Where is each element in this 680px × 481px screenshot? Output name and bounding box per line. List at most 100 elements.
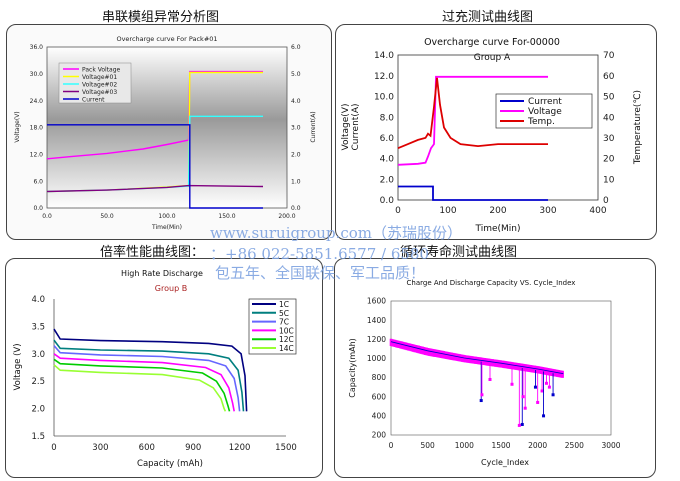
y2-tick-label: 1.0 (291, 178, 301, 185)
chart-title: Overcharge curve For-00000 (424, 37, 560, 48)
capacity-drop-point (488, 377, 492, 381)
y-tick-label: 4.0 (380, 155, 395, 165)
series-line-1c (53, 328, 248, 412)
y-axis-label-line2: Current(A) (351, 104, 361, 151)
y-tick-label: 6.0 (380, 134, 395, 144)
y-axis-label: Capacity(mAh) (348, 338, 357, 398)
legend-label: 14C (279, 344, 294, 353)
x-tick-label: 900 (185, 443, 201, 453)
y-tick-label: 18.0 (30, 125, 44, 132)
capacity-drop-point (540, 389, 544, 393)
series-line-current (47, 124, 263, 209)
y-tick-label: 14.0 (374, 51, 394, 61)
x-tick-label: 0.0 (42, 213, 52, 220)
series-line-14c (53, 364, 227, 412)
legend-label: Temp. (527, 117, 555, 127)
y-tick-label: 1.5 (31, 432, 45, 442)
legend-label: Current (528, 97, 562, 107)
cycle-panel-title: 循环寿命测试曲线图 (400, 245, 518, 260)
x-tick-label: 150.0 (218, 213, 235, 220)
y-tick-label: 400 (372, 411, 387, 420)
y2-tick-label: 4.0 (291, 98, 301, 105)
legend-label: Voltage#02 (82, 82, 117, 89)
y2-tick-label: 0 (603, 196, 609, 206)
x-tick-label: 300 (539, 206, 556, 216)
x-tick-label: 1500 (275, 443, 297, 453)
y-axis-label: Voltage (V) (13, 343, 23, 390)
legend-label: Current (82, 97, 105, 104)
y-tick-label: 30.0 (30, 71, 44, 78)
y-tick-label: 8.0 (380, 113, 395, 123)
series-line-temp- (397, 77, 548, 150)
y-tick-label: 2.0 (31, 405, 45, 415)
cycle-life-panel: Charge And Discharge Capacity VS. Cycle_… (334, 258, 656, 478)
legend-label: 5C (279, 309, 289, 318)
watermark-phone: ：+86 022-5851.6577 / 6580 (210, 245, 430, 263)
capacity-drop-point (547, 385, 551, 389)
y2-tick-label: 50 (603, 93, 615, 103)
y-tick-label: 200 (372, 431, 387, 440)
x-tick-label: 1200 (229, 443, 251, 453)
y2-tick-label: 20 (603, 155, 615, 165)
x-axis-label: Cycle_Index (481, 458, 529, 467)
y-tick-label: 0.0 (33, 205, 43, 212)
legend-label: Pack Voltage (82, 67, 121, 74)
legend-label: 7C (279, 318, 289, 327)
y2-axis-label: Current(A) (310, 111, 317, 142)
y-tick-label: 10.0 (374, 93, 394, 103)
chart-subtitle: Group A (474, 53, 511, 63)
y-axis-label: Voltage(V) (14, 111, 21, 142)
capacity-drop-point (517, 423, 521, 427)
y-tick-label: 800 (372, 373, 387, 382)
y-tick-label: 12.0 (30, 151, 44, 158)
y2-tick-label: 5.0 (291, 71, 301, 78)
y2-axis-label: Temperature(℃) (633, 90, 643, 165)
series-line-5c (53, 339, 245, 412)
y-tick-label: 600 (372, 392, 387, 401)
y2-tick-label: 70 (603, 51, 615, 61)
y-tick-label: 4.0 (31, 295, 45, 305)
series-line-10c (53, 353, 235, 412)
capacity-drop-point (510, 382, 514, 386)
x-tick-label: 3000 (601, 441, 620, 450)
x-tick-label: 100 (439, 206, 456, 216)
x-axis-label: Time(Min) (151, 224, 182, 231)
y2-tick-label: 0.0 (291, 205, 301, 212)
legend-label: 1C (279, 300, 289, 309)
y-tick-label: 24.0 (30, 98, 44, 105)
legend-box (248, 298, 297, 355)
capacity-drop-point (479, 399, 483, 403)
series-line-12c (53, 358, 231, 412)
x-tick-label: 100.0 (158, 213, 175, 220)
pack-overcharge-chart: Overcharge curve For Pack#01 0.0 50.0 100.0… (14, 35, 317, 231)
x-tick-label: 1500 (491, 441, 510, 450)
x-tick-label: 0 (395, 206, 401, 216)
y2-tick-label: 2.0 (291, 151, 301, 158)
cycle-life-chart: Charge And Discharge Capacity VS. Cycle_… (348, 279, 621, 467)
y-tick-label: 6.0 (33, 178, 43, 185)
chart-title: Overcharge curve For Pack#01 (116, 35, 217, 43)
plot-area (390, 300, 612, 436)
legend-label: Voltage#03 (82, 89, 117, 96)
plot-area (54, 299, 286, 436)
x-tick-label: 600 (139, 443, 155, 453)
y-tick-label: 12.0 (374, 72, 394, 82)
x-tick-label: 300 (92, 443, 108, 453)
charge-trend-line (390, 341, 564, 375)
y2-tick-label: 60 (603, 72, 615, 82)
x-tick-label: 2000 (528, 441, 547, 450)
rate-panel-title: 倍率性能曲线图： (100, 245, 205, 260)
x-tick-label: 400 (589, 206, 606, 216)
rate-discharge-panel: High Rate Discharge Group B 0 300 600 900 1200… (5, 258, 323, 478)
y-tick-label: 36.0 (30, 44, 44, 51)
series-pack-panel-title: 串联模组异常分析图 (102, 10, 220, 25)
x-tick-label: 500 (421, 441, 436, 450)
y2-tick-label: 3.0 (291, 125, 301, 132)
x-tick-label: 200.0 (278, 213, 295, 220)
y-axis-label-line1: Voltage(V) (341, 104, 351, 151)
y-tick-label: 3.0 (31, 350, 45, 360)
series-line-7c (53, 345, 241, 412)
legend-label: Voltage#01 (82, 74, 117, 81)
watermark-website: www.suruigroup.com（苏瑞股份） (210, 224, 462, 242)
